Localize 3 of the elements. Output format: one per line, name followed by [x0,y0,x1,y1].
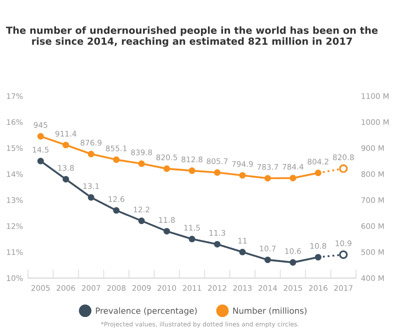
chart-title: The number of undernourished people in the world has been on the rise since 2014, reaching an estimated 821 million in 2017 [6,26,378,47]
legend-label: Number (millions) [233,307,306,315]
legend-label: Prevalence (percentage) [96,307,197,316]
